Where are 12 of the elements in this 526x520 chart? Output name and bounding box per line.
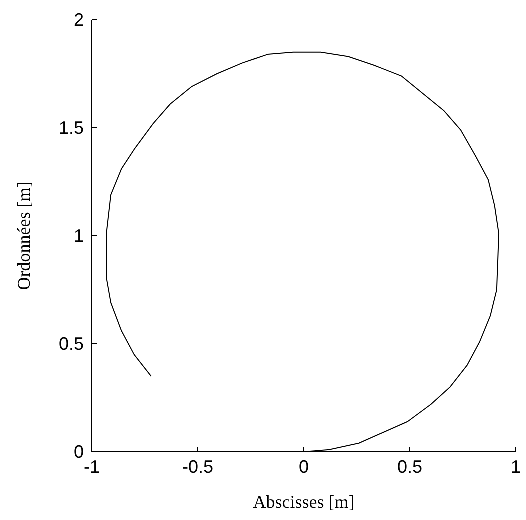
y-axis-title: Ordonnées [m] (14, 182, 34, 290)
x-axis-title: Abscisses [m] (253, 492, 355, 512)
x-tick-label: 0 (298, 456, 310, 477)
x-tick-label: -1 (84, 456, 100, 477)
y-tick-label: 0 (74, 442, 84, 462)
x-tick-label: 1 (510, 456, 522, 477)
y-tick-label: 1.5 (58, 118, 84, 138)
y-tick-label: 2 (74, 10, 84, 30)
y-tick-label: 0.5 (58, 334, 84, 354)
y-tick-label: 1 (74, 226, 84, 246)
x-tick-label: -0.5 (182, 456, 214, 477)
x-tick-label: 0.5 (397, 456, 423, 477)
